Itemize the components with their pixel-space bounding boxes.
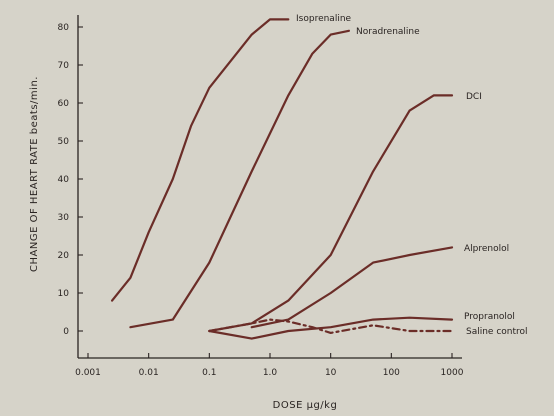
- y-tick-label-30: 30: [58, 213, 70, 223]
- series-label-alprenolol: Alprenolol: [464, 244, 509, 254]
- y-axis-title: CHANGE OF HEART RATE beats/min.: [29, 76, 40, 272]
- y-tick-label-80: 80: [58, 23, 70, 33]
- series-label-isoprenaline: Isoprenaline: [296, 14, 352, 24]
- series-label-propranolol: Propranolol: [464, 312, 515, 322]
- x-axis-title: DOSE µg/kg: [273, 400, 338, 411]
- series-line-noradrenaline: [129, 29, 350, 329]
- ticks: 0 10 20 30 40 50 60 70 80 0.001 0.01 0.1 1.0 10 100 100…: [58, 23, 464, 378]
- x-tick-label-6: 1000: [441, 368, 464, 378]
- x-tick-label-4: 10: [325, 368, 337, 378]
- series-labels: Isoprenaline Noradrenaline DCI Alprenolol Pr…: [296, 14, 528, 337]
- series-label-dci: DCI: [466, 92, 482, 102]
- y-tick-label-20: 20: [58, 251, 70, 261]
- y-tick-label-70: 70: [58, 61, 70, 71]
- x-tick-label-1: 0.01: [139, 368, 159, 378]
- series-line-dci: [208, 94, 454, 333]
- series-line-propranolol: [208, 316, 454, 340]
- series-lines: [110, 18, 454, 340]
- x-tick-label-0: 0.001: [75, 368, 101, 378]
- x-tick-label-2: 0.1: [202, 368, 216, 378]
- x-tick-label-3: 1.0: [263, 368, 278, 378]
- y-tick-label-40: 40: [58, 175, 70, 185]
- series-line-isoprenaline: [110, 18, 290, 302]
- x-tick-label-5: 100: [383, 368, 400, 378]
- series-label-saline-control: Saline control: [466, 327, 528, 337]
- y-tick-label-60: 60: [58, 99, 70, 109]
- y-tick-label-0: 0: [63, 327, 69, 337]
- series-line-saline-control: [208, 318, 454, 334]
- y-tick-label-50: 50: [58, 137, 70, 147]
- y-tick-label-10: 10: [58, 289, 70, 299]
- series-label-noradrenaline: Noradrenaline: [356, 27, 420, 37]
